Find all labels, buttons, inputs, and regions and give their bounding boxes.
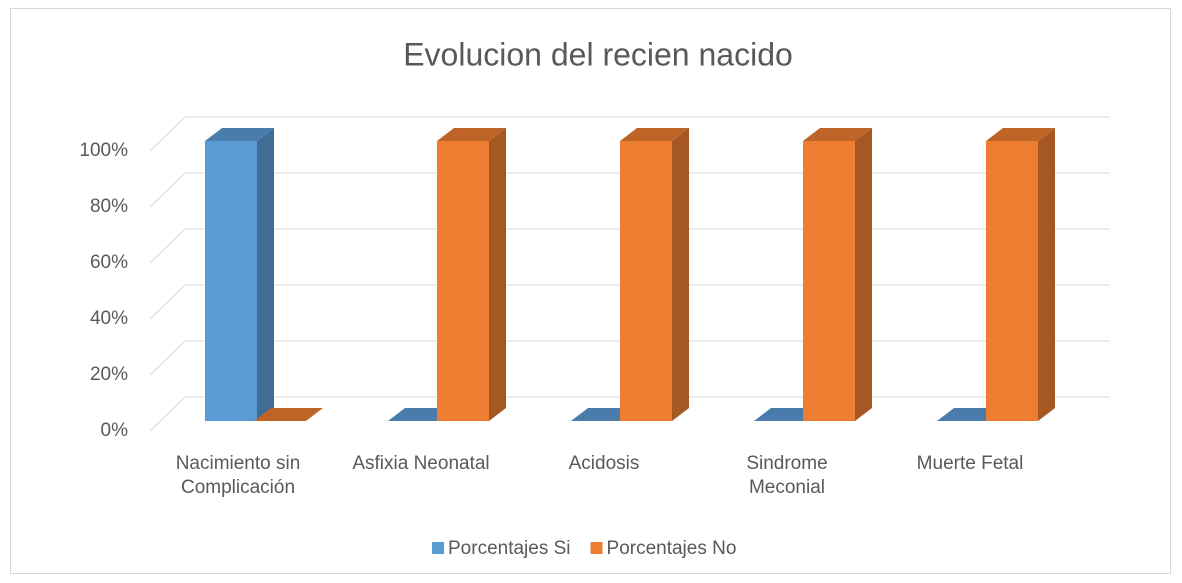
- bar-front: [205, 141, 257, 421]
- legend-swatch: [590, 542, 603, 554]
- bar: [254, 408, 323, 421]
- bar: [205, 128, 274, 421]
- bar-top: [437, 128, 506, 141]
- bar: [986, 128, 1055, 421]
- bar-front: [986, 141, 1038, 421]
- bar-side: [257, 128, 274, 421]
- bar-front: [620, 141, 672, 421]
- legend-label: Porcentajes Si: [448, 538, 571, 559]
- x-tick-label: Sindrome Meconial: [746, 453, 828, 498]
- bar-top: [254, 408, 323, 421]
- legend-swatch: [432, 542, 444, 554]
- y-tick-label: 20%: [90, 364, 128, 385]
- y-tick-label: 100%: [79, 140, 128, 161]
- bar-side: [1038, 128, 1055, 421]
- grid-line-depth: [149, 340, 186, 376]
- bar-top: [205, 128, 274, 141]
- bar: [803, 128, 872, 421]
- grid-line-depth: [149, 116, 186, 152]
- y-tick-label: 40%: [90, 308, 128, 329]
- x-tick-label: Acidosis: [568, 453, 640, 474]
- bar: [620, 128, 689, 421]
- chart-title: Evolucion del recien nacido: [403, 36, 793, 72]
- bar-top: [986, 128, 1055, 141]
- bar-front: [803, 141, 855, 421]
- y-tick-label: 0%: [101, 420, 129, 441]
- y-tick-label: 60%: [90, 252, 128, 273]
- legend-label: Porcentajes No: [607, 538, 737, 559]
- grid-line-depth: [149, 228, 186, 264]
- bar-front: [437, 141, 489, 421]
- bar-side: [489, 128, 506, 421]
- grid-line-depth: [149, 284, 186, 320]
- chart-frame: [10, 8, 1171, 574]
- x-tick-label: Asfixia Neonatal: [352, 453, 490, 474]
- bar: [437, 128, 506, 421]
- bar-side: [855, 128, 872, 421]
- bar-top: [620, 128, 689, 141]
- y-tick-label: 80%: [90, 196, 128, 217]
- x-tick-label: Nacimiento sin Complicación: [175, 453, 301, 498]
- bar-top: [803, 128, 872, 141]
- grid-line-depth: [149, 172, 186, 208]
- grid-line-depth: [149, 396, 186, 432]
- bar-side: [672, 128, 689, 421]
- x-tick-label: Muerte Fetal: [916, 453, 1024, 474]
